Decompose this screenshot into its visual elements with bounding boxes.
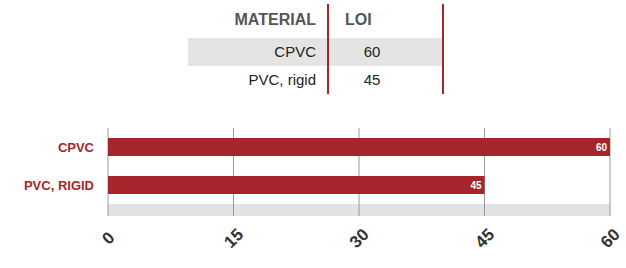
bars: [108, 138, 610, 194]
tick-label: 15: [220, 225, 247, 252]
table-cell: 60: [364, 43, 381, 60]
table-header: LOI: [345, 11, 372, 28]
tick-label: 60: [597, 225, 624, 252]
data-label: 60: [596, 142, 608, 153]
data-label: 45: [470, 180, 482, 191]
tick-label: 45: [471, 225, 498, 252]
category-label: PVC, RIGID: [24, 178, 94, 193]
table-divider: [327, 4, 329, 94]
table-cell: 45: [364, 71, 381, 88]
table-cell: PVC, rigid: [248, 71, 316, 88]
table-divider: [442, 4, 444, 94]
tick-label: 30: [346, 225, 373, 252]
bar: [108, 176, 485, 194]
table: MATERIAL LOI CPVC 60 PVC, rigid 45: [188, 4, 443, 94]
table-row-bg: [188, 38, 443, 66]
tick-label: 0: [98, 228, 118, 248]
chart: CPVC PVC, RIGID 60 45 0 15 30 45 60: [24, 128, 624, 252]
category-label: CPVC: [58, 140, 95, 155]
table-cell: CPVC: [274, 43, 316, 60]
figure: MATERIAL LOI CPVC 60 PVC, rigid 45 CPVC PVC, RI…: [0, 0, 626, 268]
bar: [108, 138, 610, 156]
table-header: MATERIAL: [235, 11, 317, 28]
